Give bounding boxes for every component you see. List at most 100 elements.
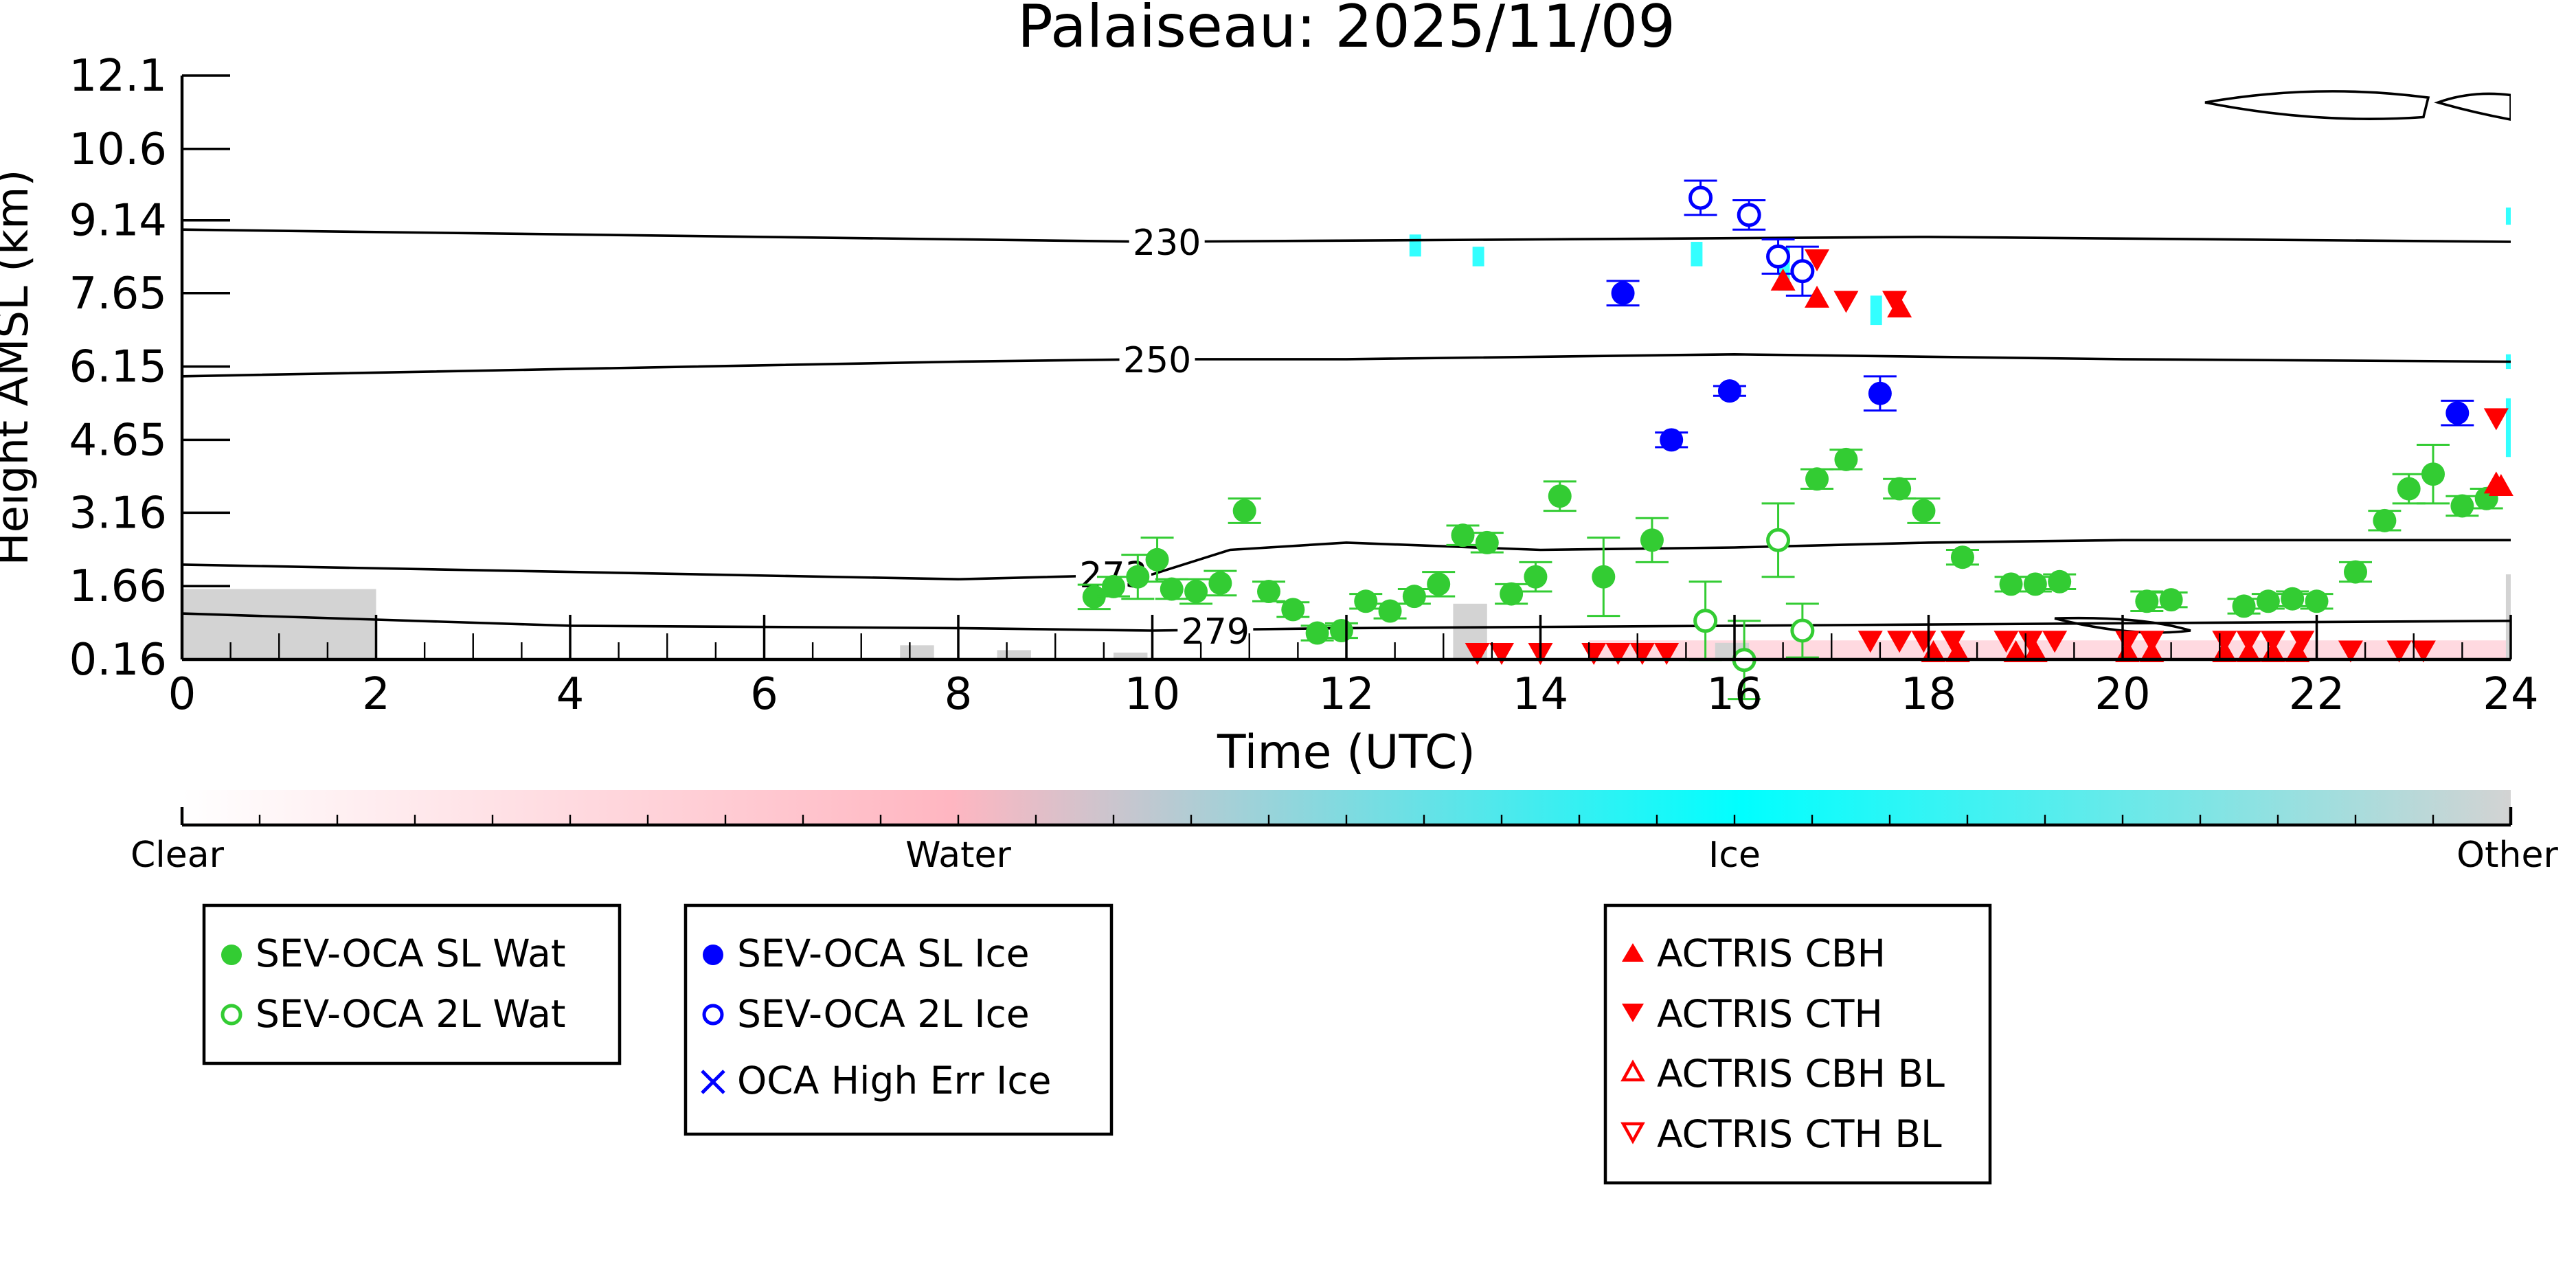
data-point-filled — [1475, 530, 1499, 554]
data-point-open — [1693, 609, 1718, 633]
data-point-triangle-down — [2410, 640, 2436, 663]
x-axis-label: Time (UTC) — [1217, 725, 1476, 780]
data-point-filled — [1126, 565, 1150, 589]
legend-open-triangle-up-red — [1620, 1059, 1645, 1082]
isotherm-label-bg — [1129, 221, 1205, 260]
legend-label: ACTRIS CTH — [1657, 992, 1883, 1036]
data-point-filled — [1102, 574, 1125, 598]
data-point-triangle-down — [1465, 643, 1490, 666]
colorbar-label-other: Other — [2456, 835, 2558, 876]
data-point-triangle-up — [1770, 268, 1796, 291]
data-point-filled — [2305, 589, 2329, 613]
data-point-filled — [1868, 381, 1892, 405]
background-other-patch — [2505, 574, 2511, 659]
data-point-filled — [1402, 585, 1426, 609]
x-tick-label: 12 — [1318, 669, 1374, 720]
data-point-filled — [1805, 467, 1829, 491]
isotherm-line — [182, 228, 2511, 243]
data-point-filled — [2023, 572, 2047, 596]
data-point-triangle-down — [1581, 643, 1607, 666]
data-point-filled — [1427, 572, 1451, 596]
legend-label: ACTRIS CBH BL — [1657, 1052, 1945, 1096]
data-point-triangle-down — [2483, 408, 2509, 431]
x-tick-label: 10 — [1125, 669, 1180, 720]
data-point-filled — [1257, 580, 1280, 604]
data-point-filled — [1208, 571, 1232, 595]
legend-filled-circle-green — [221, 945, 242, 965]
y-tick-label: 4.65 — [69, 415, 168, 466]
data-point-open — [1737, 203, 1761, 227]
data-point-open — [1790, 259, 1815, 284]
data-point-triangle-down — [2018, 631, 2043, 653]
cloud-type-colorbar: Clear Water Ice Other — [131, 790, 2558, 876]
y-tick-label: 7.65 — [69, 269, 168, 319]
data-point-filled — [1950, 545, 1974, 569]
data-point-filled — [2421, 462, 2445, 486]
legend-label: ACTRIS CBH — [1657, 931, 1886, 975]
isotherm-label-bg — [1119, 338, 1195, 377]
background-ice-patch — [1472, 247, 1484, 267]
background-ice-patch — [2505, 207, 2511, 225]
data-point-triangle-down — [2386, 640, 2412, 663]
data-point-triangle-down — [2042, 631, 2068, 653]
y-tick-label: 12.1 — [69, 51, 168, 102]
data-point-filled — [2397, 477, 2421, 501]
data-point-triangle-down — [1605, 643, 1631, 666]
data-point-triangle-down — [2290, 631, 2315, 653]
data-point-triangle-down — [1629, 643, 1655, 666]
data-point-triangle-down — [2260, 631, 2285, 653]
data-point-filled — [2048, 569, 2072, 594]
colorbar-label-water: Water — [905, 835, 1011, 876]
y-axis-label-group: Height AMSL (km) — [0, 170, 38, 566]
legend-label: OCA High Err Ice — [737, 1059, 1051, 1103]
data-point-filled — [2445, 401, 2470, 425]
y-tick-label: 3.16 — [69, 488, 168, 539]
legend-label: SEV-OCA SL Ice — [737, 931, 1030, 975]
data-point-filled — [1611, 281, 1635, 305]
data-point-filled — [1999, 572, 2023, 596]
x-tick-label: 6 — [750, 669, 778, 720]
x-tick-label: 20 — [2094, 669, 2150, 720]
isotherm-label: 279 — [1182, 611, 1250, 653]
data-point-filled — [2373, 508, 2397, 532]
data-point-triangle-up — [2022, 640, 2048, 663]
x-tick-label: 14 — [1513, 669, 1568, 720]
y-tick-label: 1.66 — [69, 561, 168, 612]
legend-label: SEV-OCA SL Wat — [256, 931, 565, 975]
data-point-triangle-up — [2003, 640, 2029, 663]
isotherm-label: 250 — [1123, 340, 1191, 381]
cloud-observation-markers — [1077, 179, 2513, 701]
data-point-filled — [1082, 585, 1106, 609]
data-point-filled — [2281, 587, 2305, 611]
data-point-filled — [2135, 589, 2159, 613]
data-point-triangle-down — [2139, 631, 2165, 653]
legend-open-triangle-down-red — [1620, 1122, 1645, 1144]
upper-contour-shape — [2434, 92, 2511, 121]
data-point-triangle-down — [2115, 631, 2140, 653]
data-point-filled — [1548, 484, 1572, 508]
legend-filled-circle-blue — [703, 945, 723, 965]
data-point-filled — [1640, 528, 1664, 552]
y-tick-label: 0.16 — [69, 635, 168, 686]
data-point-filled — [1184, 580, 1208, 604]
data-point-filled — [1500, 582, 1524, 606]
data-point-triangle-down — [2212, 631, 2237, 653]
background-other-patch — [1114, 653, 1148, 659]
data-point-filled — [1912, 499, 1936, 523]
data-point-triangle-down — [1489, 643, 1514, 666]
data-point-filled — [1888, 477, 1912, 501]
data-point-triangle-down — [1911, 631, 1936, 653]
background-ice-patch — [1409, 234, 1421, 257]
y-axis-ticks: 0.16 1.66 3.16 4.65 6.15 7.65 9.14 10.6 12.1 — [69, 51, 230, 686]
data-point-filled — [2256, 589, 2280, 613]
data-point-filled — [1305, 621, 1329, 645]
colorbar-ticks — [258, 815, 2434, 825]
x-tick-label: 0 — [168, 669, 196, 720]
data-point-triangle-down — [1833, 291, 1859, 313]
data-point-triangle-up — [2483, 471, 2509, 494]
upper-contour-shape — [2204, 90, 2430, 120]
data-point-filled — [1160, 577, 1184, 601]
legend-triangle-down-red — [1622, 1004, 1644, 1022]
data-point-triangle-down — [1993, 631, 2019, 653]
